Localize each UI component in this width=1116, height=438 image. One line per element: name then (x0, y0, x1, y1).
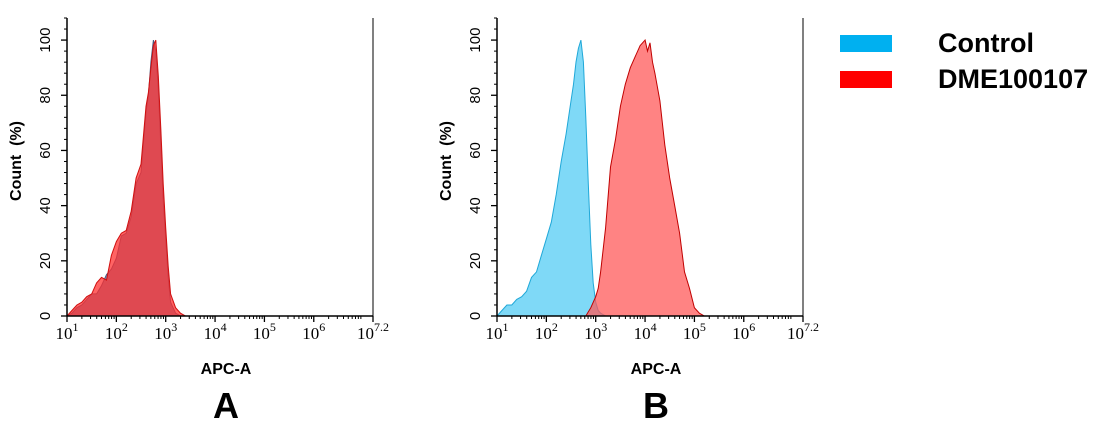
y-axis-title: Count (%) (8, 121, 25, 201)
legend-label-dme100107: DME100107 (938, 64, 1089, 94)
series-control-area (495, 39, 608, 317)
y-axis-title: Count (%) (438, 121, 455, 201)
legend-swatch-control (840, 35, 892, 52)
x-tick-label: 103 (584, 320, 607, 343)
x-tick-label: 101 (486, 320, 509, 343)
y-tick-label: 80 (467, 87, 484, 104)
y-tick-label: 40 (37, 197, 54, 214)
x-tick-label: 107.2 (787, 320, 819, 343)
y-tick-label: 100 (467, 28, 484, 53)
legend-swatch-dme100107 (840, 71, 892, 88)
y-tick-label: 100 (37, 28, 54, 53)
y-tick-label: 80 (37, 87, 54, 104)
y-tick-label: 20 (467, 252, 484, 269)
y-tick-label: 0 (467, 312, 484, 320)
panel-label: B (643, 385, 669, 426)
panel-label: A (213, 385, 239, 426)
y-tick-label: 60 (467, 142, 484, 159)
x-tick-label: 107.2 (357, 320, 389, 343)
legend-item-dme100107: DME100107 (840, 66, 1088, 93)
legend-item-control: Control (840, 30, 1034, 57)
panel-b: 0 20 40 60 80 100 101 102 103 104 105 106 107.2 Count… (438, 17, 819, 426)
legend-label-control: Control (938, 28, 1034, 58)
x-tick-label: 102 (535, 320, 558, 343)
x-tick-label: 106 (302, 320, 325, 343)
x-tick-label: 104 (634, 320, 657, 343)
y-tick-label: 20 (37, 252, 54, 269)
x-tick-label: 105 (683, 320, 706, 343)
series-dme100107-area (65, 39, 188, 317)
x-tick-label: 104 (204, 320, 227, 343)
x-tick-label: 102 (105, 320, 128, 343)
y-tick-label: 60 (37, 142, 54, 159)
y-tick-label: 40 (467, 197, 484, 214)
panel-a: 0 20 40 60 80 100 101 102 103 104 105 106 107.2 Count… (8, 17, 389, 426)
x-tick-label: 101 (56, 320, 79, 343)
x-tick-label: 103 (154, 320, 177, 343)
x-axis-title: APC-A (631, 361, 682, 378)
x-tick-label: 105 (253, 320, 276, 343)
series-dme100107-area (584, 39, 707, 317)
y-tick-label: 0 (37, 312, 54, 320)
x-axis-title: APC-A (201, 361, 252, 378)
x-tick-label: 106 (732, 320, 755, 343)
